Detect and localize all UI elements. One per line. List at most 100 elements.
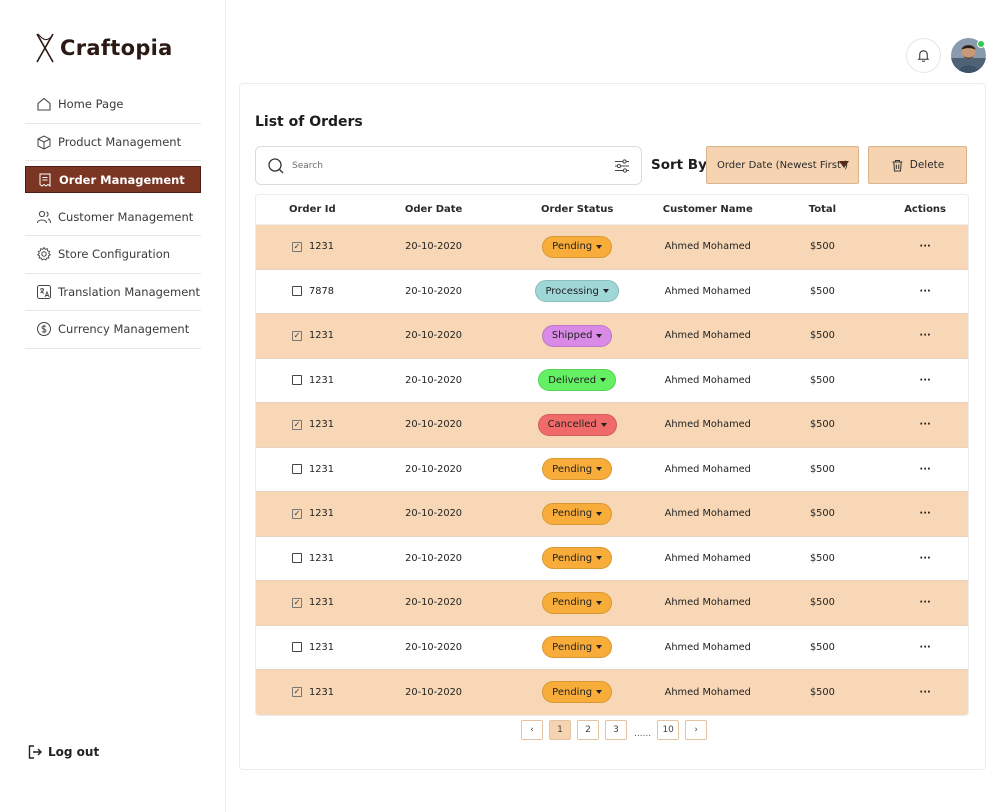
order-date: 20-10-2020 (405, 374, 463, 386)
table-row[interactable]: ✓ 1231 20-10-2020 Pending Ahmed Mohamed $500 ·… (256, 581, 968, 626)
sidebar-item-orders[interactable]: Order Management (25, 166, 201, 193)
search-placeholder: Search (292, 160, 323, 171)
avatar[interactable] (951, 38, 986, 73)
table-row[interactable]: 1231 20-10-2020 Pending Ahmed Mohamed $500 ··… (256, 537, 968, 581)
sidebar-item-label: Currency Management (58, 322, 190, 337)
gear-icon (36, 246, 52, 262)
status-dropdown[interactable]: Processing (535, 280, 619, 303)
status-dropdown[interactable]: Pending (542, 458, 613, 481)
column-header-order-id[interactable]: Order Id (289, 204, 336, 215)
status-dropdown[interactable]: Cancelled (537, 413, 617, 436)
status-dropdown[interactable]: Pending (542, 636, 613, 659)
more-actions-icon[interactable]: ··· (919, 330, 931, 342)
order-id-cell: 1231 (256, 375, 366, 386)
order-id: 1231 (309, 508, 334, 520)
table-row[interactable]: 1231 20-10-2020 Delivered Ahmed Mohamed $500… (256, 359, 968, 403)
table-row[interactable]: 1231 20-10-2020 Pending Ahmed Mohamed $500 ··… (256, 626, 968, 670)
row-checkbox[interactable]: ✓ (292, 597, 302, 608)
order-id-cell: 7878 (256, 286, 366, 297)
status-label: Pending (552, 686, 593, 698)
prev-page-button[interactable]: ‹ (521, 720, 543, 740)
row-checkbox[interactable] (292, 553, 302, 564)
more-actions-icon[interactable]: ··· (919, 552, 931, 564)
status-dropdown[interactable]: Pending (542, 547, 613, 570)
logout-icon (27, 744, 43, 760)
row-actions-cell: ··· (882, 464, 968, 475)
order-id: 1231 (309, 597, 334, 609)
customer-name: Ahmed Mohamed (664, 241, 751, 253)
sidebar-item-currency[interactable]: Currency Management (25, 311, 201, 349)
row-checkbox[interactable]: ✓ (292, 687, 302, 698)
table-row[interactable]: 7878 20-10-2020 Processing Ahmed Mohamed $50… (256, 270, 968, 314)
customer-name: Ahmed Mohamed (664, 641, 751, 653)
sidebar-item-customers[interactable]: Customer Management (25, 199, 201, 236)
column-header-total[interactable]: Total (808, 204, 837, 215)
more-actions-icon[interactable]: ··· (919, 463, 931, 475)
logout-button[interactable]: Log out (27, 744, 99, 760)
more-actions-icon[interactable]: ··· (919, 285, 931, 297)
sidebar-item-store-config[interactable]: Store Configuration (25, 236, 201, 274)
row-checkbox[interactable]: ✓ (292, 419, 302, 430)
caret-down-icon (839, 161, 849, 168)
sidebar-item-label: Translation Management (58, 284, 201, 299)
column-header-order-status[interactable]: Order Status (540, 204, 614, 215)
home-icon (36, 96, 52, 112)
order-status-cell: Processing (501, 280, 653, 303)
row-checkbox[interactable]: ✓ (292, 330, 302, 341)
table-row[interactable]: ✓ 1231 20-10-2020 Cancelled Ahmed Mohamed $50… (256, 403, 968, 448)
page-button-3[interactable]: 3 (605, 720, 627, 740)
sidebar-item-label: Store Configuration (58, 247, 171, 262)
status-dropdown[interactable]: Pending (542, 591, 613, 614)
row-checkbox[interactable] (292, 286, 302, 297)
filter-icon[interactable] (613, 157, 631, 175)
status-dropdown[interactable]: Shipped (541, 324, 613, 347)
more-actions-icon[interactable]: ··· (919, 641, 931, 653)
status-dropdown[interactable]: Pending (542, 235, 613, 258)
row-checkbox[interactable]: ✓ (292, 241, 302, 252)
table-row[interactable]: ✓ 1231 20-10-2020 Pending Ahmed Mohamed $500 ·… (256, 225, 968, 270)
status-dropdown[interactable]: Delivered (538, 369, 617, 392)
row-checkbox[interactable] (292, 375, 302, 386)
table-row[interactable]: 1231 20-10-2020 Pending Ahmed Mohamed $500 ··… (256, 448, 968, 492)
more-actions-icon[interactable]: ··· (919, 419, 931, 431)
more-actions-icon[interactable]: ··· (919, 686, 931, 698)
order-total: $500 (809, 330, 835, 342)
page-button-1[interactable]: 1 (549, 720, 571, 740)
delete-button[interactable]: Delete (868, 146, 967, 184)
notifications-button[interactable] (906, 38, 941, 73)
more-actions-icon[interactable]: ··· (919, 374, 931, 386)
sidebar-item-translation[interactable]: Translation Management (25, 274, 201, 311)
sidebar-item-home[interactable]: Home Page (25, 86, 201, 124)
row-actions-cell: ··· (882, 330, 968, 341)
more-actions-icon[interactable]: ··· (919, 241, 931, 253)
search-input[interactable]: Search (255, 146, 642, 185)
order-id-cell: ✓ 1231 (256, 330, 366, 341)
sidebar-item-products[interactable]: Product Management (25, 124, 201, 161)
row-checkbox[interactable] (292, 642, 302, 653)
status-dropdown[interactable]: Pending (542, 681, 613, 704)
order-id: 1231 (309, 241, 334, 253)
sort-dropdown[interactable]: Order Date (Newest First ) (706, 146, 859, 184)
table-row[interactable]: ✓ 1231 20-10-2020 Pending Ahmed Mohamed $500 ·… (256, 492, 968, 537)
more-actions-icon[interactable]: ··· (919, 508, 931, 520)
order-id: 1231 (309, 419, 334, 431)
status-label: Pending (552, 597, 593, 609)
logo[interactable]: Craftopia (34, 32, 173, 64)
table-row[interactable]: ✓ 1231 20-10-2020 Shipped Ahmed Mohamed $500 ·… (256, 314, 968, 359)
order-id-cell: 1231 (256, 553, 366, 564)
page-button-last[interactable]: 10 (657, 720, 680, 740)
more-actions-icon[interactable]: ··· (919, 597, 931, 609)
next-page-button[interactable]: › (685, 720, 708, 740)
row-checkbox[interactable] (292, 464, 302, 475)
row-checkbox[interactable]: ✓ (292, 508, 302, 519)
delete-label: Delete (909, 159, 945, 171)
customer-name: Ahmed Mohamed (664, 508, 751, 520)
column-header-order-date[interactable]: Oder Date (404, 204, 463, 215)
customer-name: Ahmed Mohamed (664, 330, 751, 342)
status-label: Pending (552, 552, 593, 564)
table-row[interactable]: ✓ 1231 20-10-2020 Pending Ahmed Mohamed $500 ·… (256, 670, 968, 715)
status-dropdown[interactable]: Pending (542, 502, 613, 525)
page-button-2[interactable]: 2 (577, 720, 599, 740)
order-total: $500 (809, 508, 835, 520)
column-header-customer-name[interactable]: Customer Name (662, 204, 753, 215)
